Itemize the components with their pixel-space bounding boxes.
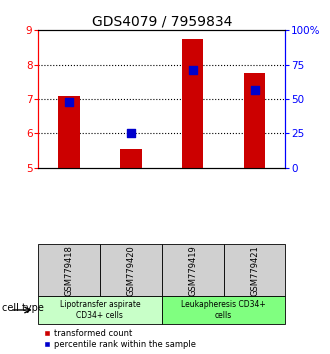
Text: Lipotransfer aspirate
CD34+ cells: Lipotransfer aspirate CD34+ cells (59, 300, 140, 320)
Legend: transformed count, percentile rank within the sample: transformed count, percentile rank withi… (42, 328, 197, 350)
Title: GDS4079 / 7959834: GDS4079 / 7959834 (91, 15, 232, 29)
Text: GSM779421: GSM779421 (250, 245, 259, 296)
Text: Leukapheresis CD34+
cells: Leukapheresis CD34+ cells (181, 300, 266, 320)
Point (252, 87, 257, 93)
Bar (224, 244, 285, 296)
Bar (162, 296, 285, 324)
Point (190, 67, 195, 73)
Bar (244, 73, 265, 168)
Text: cell type: cell type (2, 303, 44, 313)
Bar (182, 39, 204, 168)
Text: GSM779420: GSM779420 (126, 245, 135, 296)
Point (66, 99, 72, 105)
Text: GSM779419: GSM779419 (188, 245, 197, 296)
Bar (58, 96, 80, 168)
Text: GSM779418: GSM779418 (64, 245, 73, 296)
Bar (120, 149, 142, 168)
Bar (100, 244, 162, 296)
Point (128, 131, 133, 136)
Bar (38, 244, 100, 296)
Bar (38, 296, 162, 324)
Bar (162, 244, 224, 296)
